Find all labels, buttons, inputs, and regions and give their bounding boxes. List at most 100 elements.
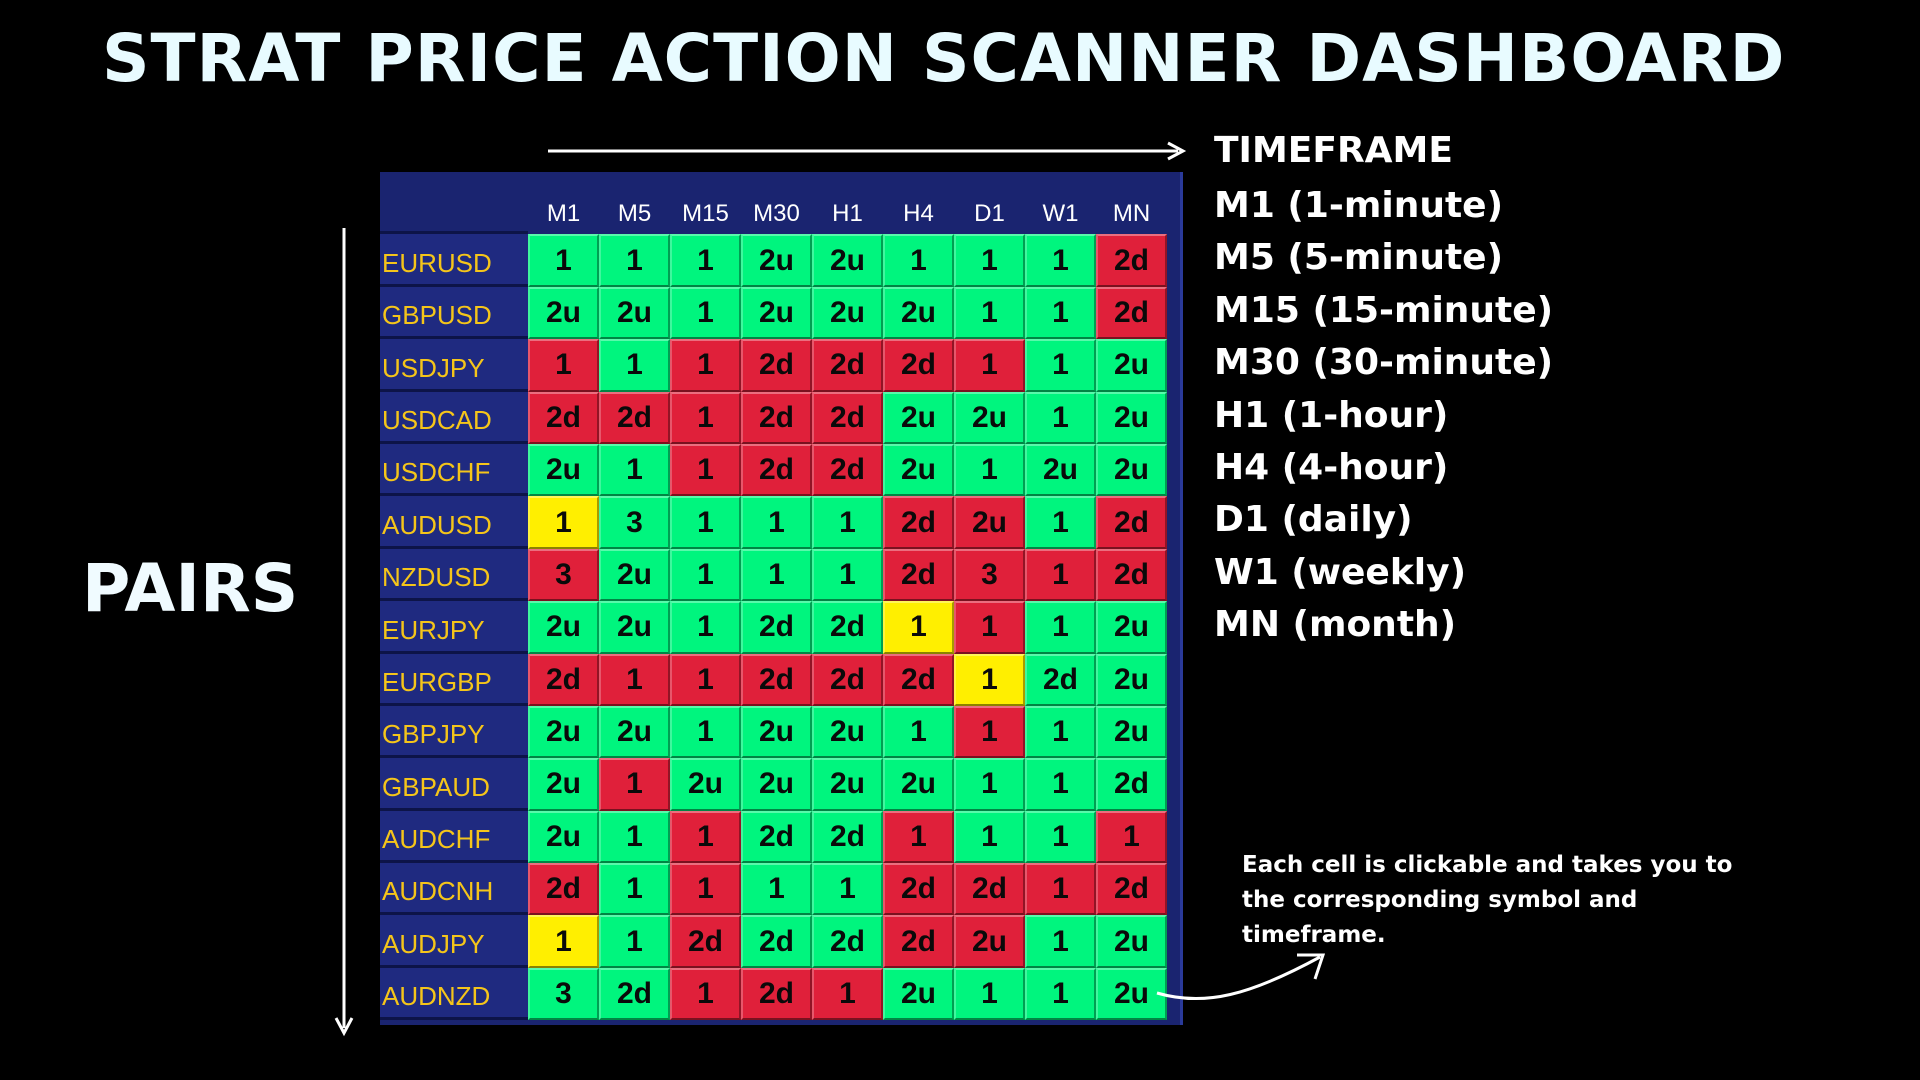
scanner-cell-audjpy-m1[interactable]: 1 bbox=[528, 915, 599, 968]
scanner-cell-usdchf-m1[interactable]: 2u bbox=[528, 443, 599, 497]
scanner-cell-gbpusd-m15[interactable]: 1 bbox=[670, 286, 741, 340]
pair-label-nzdusd[interactable]: NZDUSD bbox=[380, 548, 528, 602]
scanner-cell-nzdusd-m5[interactable]: 2u bbox=[599, 548, 670, 602]
scanner-cell-gbpusd-h1[interactable]: 2u bbox=[812, 286, 883, 340]
scanner-cell-audusd-m1[interactable]: 1 bbox=[528, 496, 599, 549]
scanner-cell-gbpaud-mn[interactable]: 2d bbox=[1096, 758, 1167, 811]
pair-label-eurjpy[interactable]: EURJPY bbox=[380, 601, 528, 654]
scanner-cell-eurjpy-h1[interactable]: 2d bbox=[812, 601, 883, 654]
scanner-cell-eurgbp-h1[interactable]: 2d bbox=[812, 653, 883, 706]
scanner-cell-gbpjpy-h1[interactable]: 2u bbox=[812, 705, 883, 759]
scanner-cell-usdjpy-d1[interactable]: 1 bbox=[954, 339, 1025, 392]
scanner-cell-audusd-h4[interactable]: 2d bbox=[883, 496, 954, 549]
scanner-cell-audcnh-w1[interactable]: 1 bbox=[1025, 863, 1096, 916]
scanner-cell-audchf-m30[interactable]: 2d bbox=[741, 810, 812, 864]
scanner-cell-nzdusd-w1[interactable]: 1 bbox=[1025, 548, 1096, 602]
scanner-cell-eurjpy-m1[interactable]: 2u bbox=[528, 601, 599, 654]
scanner-cell-eurjpy-mn[interactable]: 2u bbox=[1096, 601, 1167, 654]
scanner-cell-gbpusd-m5[interactable]: 2u bbox=[599, 286, 670, 340]
scanner-cell-usdjpy-h1[interactable]: 2d bbox=[812, 339, 883, 392]
scanner-cell-gbpusd-h4[interactable]: 2u bbox=[883, 286, 954, 340]
scanner-cell-audjpy-h4[interactable]: 2d bbox=[883, 915, 954, 968]
scanner-cell-audcnh-h4[interactable]: 2d bbox=[883, 863, 954, 916]
scanner-cell-audjpy-m30[interactable]: 2d bbox=[741, 915, 812, 968]
pair-label-usdjpy[interactable]: USDJPY bbox=[380, 339, 528, 392]
scanner-cell-eurusd-m30[interactable]: 2u bbox=[741, 234, 812, 287]
scanner-cell-audjpy-d1[interactable]: 2u bbox=[954, 915, 1025, 968]
scanner-cell-audchf-m1[interactable]: 2u bbox=[528, 810, 599, 864]
scanner-cell-usdcad-m15[interactable]: 1 bbox=[670, 391, 741, 444]
scanner-cell-gbpaud-m15[interactable]: 2u bbox=[670, 758, 741, 811]
scanner-cell-eurusd-w1[interactable]: 1 bbox=[1025, 234, 1096, 287]
scanner-cell-gbpjpy-mn[interactable]: 2u bbox=[1096, 705, 1167, 759]
scanner-cell-usdchf-m30[interactable]: 2d bbox=[741, 443, 812, 497]
scanner-cell-audchf-m15[interactable]: 1 bbox=[670, 810, 741, 864]
scanner-cell-usdchf-d1[interactable]: 1 bbox=[954, 443, 1025, 497]
scanner-cell-audnzd-h4[interactable]: 2u bbox=[883, 967, 954, 1021]
scanner-cell-eurusd-m15[interactable]: 1 bbox=[670, 234, 741, 287]
scanner-cell-audusd-w1[interactable]: 1 bbox=[1025, 496, 1096, 549]
scanner-cell-usdjpy-m1[interactable]: 1 bbox=[528, 339, 599, 392]
scanner-cell-nzdusd-m15[interactable]: 1 bbox=[670, 548, 741, 602]
scanner-cell-eurgbp-h4[interactable]: 2d bbox=[883, 653, 954, 706]
scanner-cell-audnzd-m30[interactable]: 2d bbox=[741, 967, 812, 1021]
scanner-cell-gbpaud-h1[interactable]: 2u bbox=[812, 758, 883, 811]
scanner-cell-eurusd-h4[interactable]: 1 bbox=[883, 234, 954, 287]
scanner-cell-audcnh-mn[interactable]: 2d bbox=[1096, 863, 1167, 916]
scanner-cell-eurgbp-m1[interactable]: 2d bbox=[528, 653, 599, 706]
pair-label-usdchf[interactable]: USDCHF bbox=[380, 443, 528, 497]
scanner-cell-gbpjpy-w1[interactable]: 1 bbox=[1025, 705, 1096, 759]
scanner-cell-audnzd-d1[interactable]: 1 bbox=[954, 967, 1025, 1021]
scanner-cell-eurjpy-h4[interactable]: 1 bbox=[883, 601, 954, 654]
scanner-cell-eurgbp-w1[interactable]: 2d bbox=[1025, 653, 1096, 706]
scanner-cell-eurusd-m5[interactable]: 1 bbox=[599, 234, 670, 287]
scanner-cell-audnzd-h1[interactable]: 1 bbox=[812, 967, 883, 1021]
scanner-cell-audchf-m5[interactable]: 1 bbox=[599, 810, 670, 864]
scanner-cell-gbpaud-m30[interactable]: 2u bbox=[741, 758, 812, 811]
pair-label-gbpjpy[interactable]: GBPJPY bbox=[380, 705, 528, 759]
scanner-cell-gbpaud-m1[interactable]: 2u bbox=[528, 758, 599, 811]
scanner-cell-usdcad-w1[interactable]: 1 bbox=[1025, 391, 1096, 444]
scanner-cell-audcnh-m30[interactable]: 1 bbox=[741, 863, 812, 916]
scanner-cell-gbpusd-w1[interactable]: 1 bbox=[1025, 286, 1096, 340]
scanner-cell-usdjpy-mn[interactable]: 2u bbox=[1096, 339, 1167, 392]
scanner-cell-usdcad-m30[interactable]: 2d bbox=[741, 391, 812, 444]
scanner-cell-eurjpy-m5[interactable]: 2u bbox=[599, 601, 670, 654]
scanner-cell-audchf-w1[interactable]: 1 bbox=[1025, 810, 1096, 864]
scanner-cell-audcnh-m5[interactable]: 1 bbox=[599, 863, 670, 916]
scanner-cell-audusd-m30[interactable]: 1 bbox=[741, 496, 812, 549]
scanner-cell-audcnh-h1[interactable]: 1 bbox=[812, 863, 883, 916]
scanner-cell-gbpusd-mn[interactable]: 2d bbox=[1096, 286, 1167, 340]
scanner-cell-usdchf-h1[interactable]: 2d bbox=[812, 443, 883, 497]
scanner-cell-eurjpy-w1[interactable]: 1 bbox=[1025, 601, 1096, 654]
scanner-cell-gbpjpy-m1[interactable]: 2u bbox=[528, 705, 599, 759]
scanner-cell-usdcad-m1[interactable]: 2d bbox=[528, 391, 599, 444]
scanner-cell-audjpy-mn[interactable]: 2u bbox=[1096, 915, 1167, 968]
scanner-cell-eurgbp-m5[interactable]: 1 bbox=[599, 653, 670, 706]
scanner-cell-gbpjpy-d1[interactable]: 1 bbox=[954, 705, 1025, 759]
scanner-cell-eurusd-m1[interactable]: 1 bbox=[528, 234, 599, 287]
scanner-cell-usdjpy-h4[interactable]: 2d bbox=[883, 339, 954, 392]
scanner-cell-gbpaud-d1[interactable]: 1 bbox=[954, 758, 1025, 811]
scanner-cell-audnzd-m5[interactable]: 2d bbox=[599, 967, 670, 1021]
scanner-cell-nzdusd-h4[interactable]: 2d bbox=[883, 548, 954, 602]
scanner-cell-audcnh-m1[interactable]: 2d bbox=[528, 863, 599, 916]
scanner-cell-usdcad-mn[interactable]: 2u bbox=[1096, 391, 1167, 444]
scanner-cell-usdchf-mn[interactable]: 2u bbox=[1096, 443, 1167, 497]
scanner-cell-audcnh-m15[interactable]: 1 bbox=[670, 863, 741, 916]
scanner-cell-usdchf-h4[interactable]: 2u bbox=[883, 443, 954, 497]
scanner-cell-eurusd-d1[interactable]: 1 bbox=[954, 234, 1025, 287]
scanner-cell-gbpaud-h4[interactable]: 2u bbox=[883, 758, 954, 811]
scanner-cell-nzdusd-mn[interactable]: 2d bbox=[1096, 548, 1167, 602]
scanner-cell-audchf-h1[interactable]: 2d bbox=[812, 810, 883, 864]
scanner-cell-gbpjpy-h4[interactable]: 1 bbox=[883, 705, 954, 759]
scanner-cell-nzdusd-d1[interactable]: 3 bbox=[954, 548, 1025, 602]
scanner-cell-gbpaud-m5[interactable]: 1 bbox=[599, 758, 670, 811]
scanner-cell-eurgbp-m30[interactable]: 2d bbox=[741, 653, 812, 706]
scanner-cell-eurjpy-d1[interactable]: 1 bbox=[954, 601, 1025, 654]
pair-label-audnzd[interactable]: AUDNZD bbox=[380, 967, 528, 1021]
scanner-cell-audnzd-w1[interactable]: 1 bbox=[1025, 967, 1096, 1021]
scanner-cell-audchf-h4[interactable]: 1 bbox=[883, 810, 954, 864]
pair-label-audcnh[interactable]: AUDCNH bbox=[380, 863, 528, 916]
scanner-cell-audjpy-w1[interactable]: 1 bbox=[1025, 915, 1096, 968]
